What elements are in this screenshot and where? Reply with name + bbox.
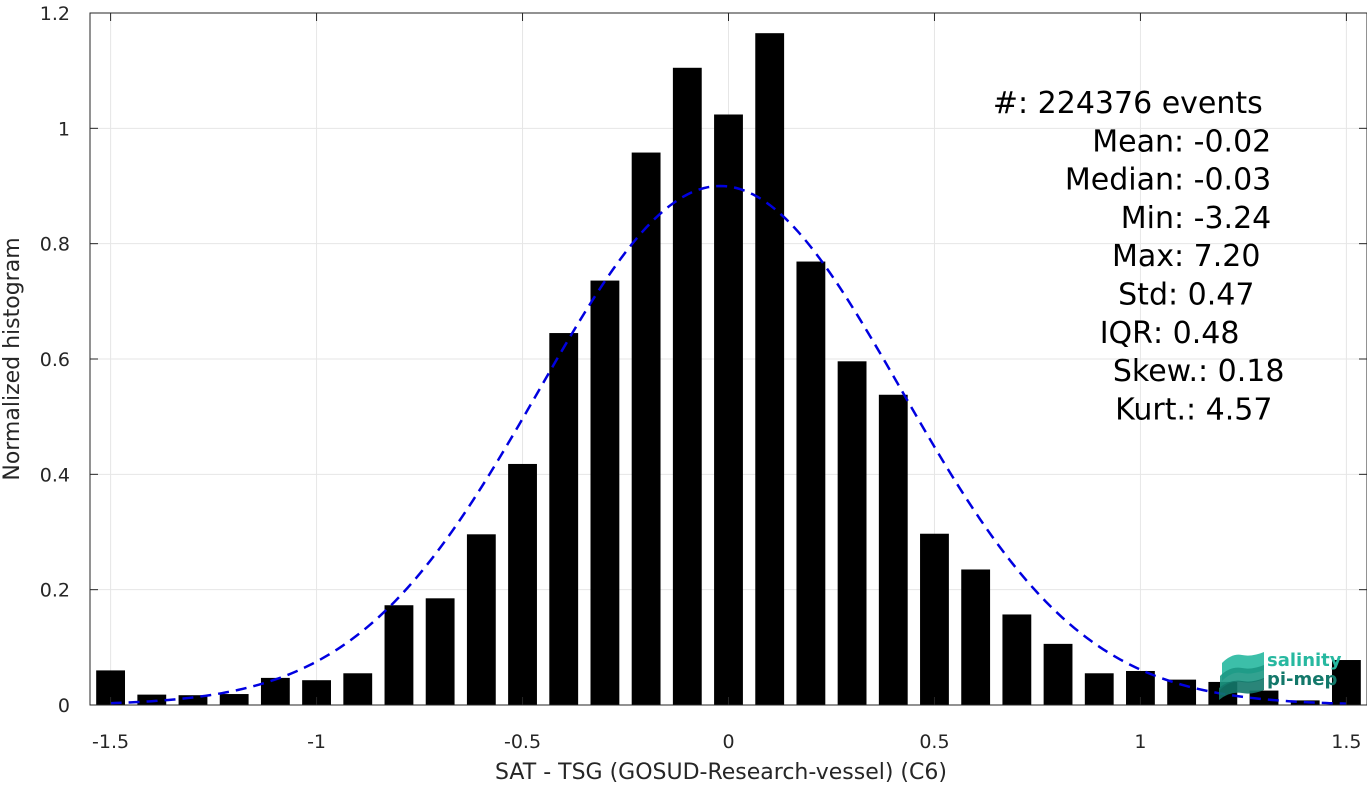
y-tick-label: 1 <box>58 118 70 140</box>
histogram-bar <box>260 677 290 705</box>
stat-value: : 0.47 <box>1168 278 1254 313</box>
histogram-bar <box>1043 643 1073 705</box>
stat-label: Skew. <box>1113 354 1198 389</box>
y-tick-label: 0.8 <box>40 234 70 256</box>
histogram-bar <box>466 534 496 705</box>
stat-value: : -0.03 <box>1174 163 1271 198</box>
y-axis-label: Normalized histogram <box>0 237 25 480</box>
stat-label: Mean <box>1092 124 1174 159</box>
stat-value: : 0.48 <box>1153 316 1239 351</box>
stat-label: Median <box>1065 163 1174 198</box>
histogram-bar <box>137 694 167 705</box>
histogram-bar <box>219 694 249 705</box>
histogram-bar <box>837 361 867 705</box>
histogram-bar <box>508 463 537 705</box>
logo-line-2: pi-mep <box>1267 669 1337 690</box>
stat-label: IQR <box>1100 316 1153 351</box>
y-tick-label: 1.2 <box>40 3 70 25</box>
stat-value: : 4.57 <box>1186 392 1272 427</box>
histogram-bar <box>878 394 908 705</box>
histogram-bar <box>425 598 455 705</box>
y-tick-label: 0.4 <box>40 464 70 486</box>
histogram-bar <box>1084 673 1114 705</box>
stat-label: Max <box>1112 239 1174 274</box>
histogram-bar <box>755 33 785 705</box>
logo-line-1: salinity <box>1267 650 1342 671</box>
stat-value: : -0.02 <box>1174 124 1271 159</box>
stat-label: Min <box>1121 201 1174 236</box>
y-axis-ticks: 0 0.2 0.4 0.6 0.8 1 1.2 <box>40 3 1367 717</box>
stat-label: Std <box>1118 278 1168 313</box>
histogram-bar <box>1249 690 1279 705</box>
logo-waves-icon <box>1219 652 1264 700</box>
stat-label: Kurt. <box>1115 392 1186 427</box>
x-tick-label: -0.5 <box>504 731 541 753</box>
x-tick-label: 1 <box>1134 731 1146 753</box>
histogram-bar <box>796 261 826 705</box>
x-axis-ticks: -1.5 -1 -0.5 0 0.5 1 1.5 <box>92 13 1362 753</box>
y-tick-label: 0 <box>58 695 70 717</box>
histogram-bar <box>549 333 579 705</box>
histogram-bar <box>961 569 991 705</box>
stat-value: : 0.18 <box>1198 354 1284 389</box>
x-tick-label: 0.5 <box>919 731 949 753</box>
histogram-bar <box>714 114 743 705</box>
stat-value: : 7.20 <box>1174 239 1260 274</box>
histogram-bar <box>672 67 702 706</box>
x-axis-label: SAT - TSG (GOSUD-Research-vessel) (C6) <box>495 760 947 785</box>
stat-value: : 224376 events <box>1018 86 1263 121</box>
y-tick-label: 0.6 <box>40 349 70 371</box>
x-tick-label: -1 <box>307 731 326 753</box>
histogram-bar <box>343 673 373 705</box>
histogram-bar <box>1002 614 1032 705</box>
histogram-bar <box>920 533 949 705</box>
y-tick-label: 0.2 <box>40 580 70 602</box>
histogram-bar <box>384 605 414 705</box>
x-tick-label: 0 <box>722 731 734 753</box>
histogram-bar <box>631 152 661 705</box>
bars <box>96 33 1361 706</box>
x-tick-label: 1.5 <box>1331 731 1361 753</box>
histogram-bar <box>590 280 620 705</box>
salinity-pi-mep-logo: salinity pi-mep <box>1219 650 1342 700</box>
histogram-bar <box>178 695 208 705</box>
stat-label: # <box>993 86 1018 121</box>
x-tick-label: -1.5 <box>92 731 129 753</box>
stat-value: : -3.24 <box>1174 201 1271 236</box>
